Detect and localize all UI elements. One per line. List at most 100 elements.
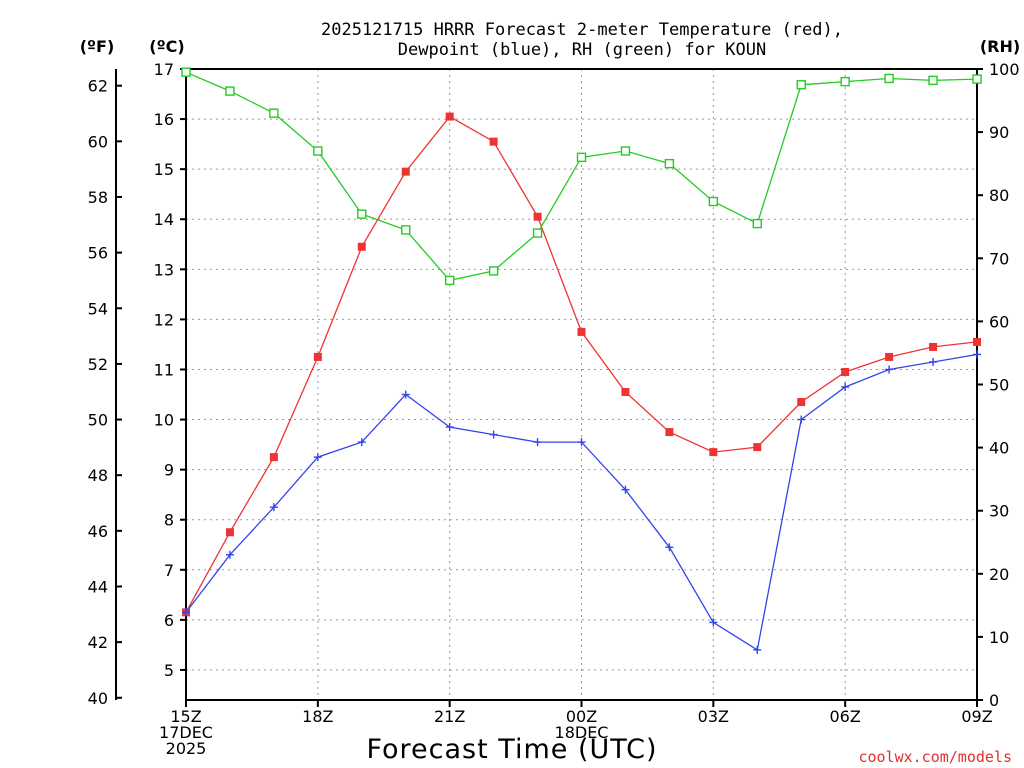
grid-lines xyxy=(186,68,977,700)
fahrenheit-tick-label: 48 xyxy=(88,466,108,485)
temperature-point xyxy=(533,212,542,221)
chart-title-line-1: 2025121715 HRRR Forecast 2-meter Tempera… xyxy=(321,20,843,40)
x-tick-label: 18Z xyxy=(302,707,333,726)
temperature-point xyxy=(269,453,278,462)
rh-point xyxy=(357,209,367,219)
rh-tick-label: 80 xyxy=(989,186,1009,205)
fahrenheit-tick-label: 42 xyxy=(88,633,108,652)
temperature-point xyxy=(665,428,674,437)
rh-tick-label: 0 xyxy=(989,691,999,710)
dewpoint-point xyxy=(401,390,410,399)
rh-tick-label: 30 xyxy=(989,502,1009,521)
rh-tick-label: 60 xyxy=(989,312,1009,331)
rh-point xyxy=(884,73,894,84)
celsius-tick-label: 12 xyxy=(154,310,174,329)
celsius-tick-label: 6 xyxy=(164,611,174,630)
rh-point xyxy=(620,146,631,156)
dewpoint-point xyxy=(269,503,278,512)
fahrenheit-tick-label: 52 xyxy=(88,355,108,374)
celsius-axis-label: (ºC) xyxy=(149,37,184,56)
dewpoint-point xyxy=(225,550,234,559)
dewpoint-point xyxy=(973,350,981,359)
rh-point xyxy=(444,275,455,286)
temperature-point xyxy=(797,398,806,407)
dewpoint-point xyxy=(621,485,630,494)
dewpoint-point xyxy=(709,618,718,627)
fahrenheit-tick-label: 50 xyxy=(88,411,108,430)
fahrenheit-tick-label: 54 xyxy=(88,299,108,318)
celsius-tick-label: 8 xyxy=(164,511,174,530)
x-tick-label: 00Z xyxy=(566,707,597,726)
rh-point xyxy=(269,108,279,118)
celsius-tick-label: 16 xyxy=(154,110,174,129)
rh-point xyxy=(401,225,411,235)
rh-tick-label: 50 xyxy=(989,376,1009,395)
temperature-point xyxy=(621,388,630,397)
celsius-tick-label: 14 xyxy=(154,210,174,229)
x-tick-label: 06Z xyxy=(830,707,861,726)
fahrenheit-tick-label: 56 xyxy=(88,244,108,263)
celsius-tick-label: 13 xyxy=(154,260,174,279)
rh-point xyxy=(313,146,323,156)
celsius-tick-label: 5 xyxy=(164,661,174,680)
x-tick-label: 15Z xyxy=(170,707,201,726)
rh-tick-label: 70 xyxy=(989,249,1009,268)
data-series xyxy=(181,67,982,654)
dewpoint-point xyxy=(885,365,894,374)
temperature-point xyxy=(577,327,586,336)
rh-point xyxy=(488,266,499,276)
temperature-point xyxy=(313,352,322,361)
rh-point xyxy=(840,76,850,87)
x-tick-label: 18DEC xyxy=(555,723,609,742)
x-axis-title: Forecast Time (UTC) xyxy=(366,734,657,765)
celsius-tick-label: 10 xyxy=(154,411,174,430)
dewpoint-point xyxy=(797,415,806,424)
dewpoint-point xyxy=(445,423,454,432)
rh-tick-label: 40 xyxy=(989,439,1009,458)
rh-point xyxy=(708,196,719,207)
x-tick-label: 21Z xyxy=(434,707,465,726)
dewpoint-point xyxy=(182,608,190,617)
dewpoint-point xyxy=(665,543,674,552)
fahrenheit-tick-label: 60 xyxy=(88,132,108,151)
celsius-tick-label: 11 xyxy=(154,360,174,379)
dewpoint-point xyxy=(489,430,498,439)
temperature-point xyxy=(885,352,894,361)
dewpoint-point xyxy=(929,357,938,366)
chart-title-line-2: Dewpoint (blue), RH (green) for KOUN xyxy=(398,40,766,60)
dewpoint-point xyxy=(577,438,586,447)
x-tick-label: 09Z xyxy=(961,707,992,726)
temperature-point xyxy=(709,448,718,457)
x-tick-label: 17DEC xyxy=(159,723,213,742)
celsius-tick-label: 17 xyxy=(154,60,174,79)
fahrenheit-tick-label: 62 xyxy=(88,77,108,96)
rh-tick-label: 100 xyxy=(989,60,1020,79)
fahrenheit-tick-label: 58 xyxy=(88,188,108,207)
dewpoint-point xyxy=(357,438,366,447)
dewpoint-point xyxy=(533,438,542,447)
celsius-tick-label: 9 xyxy=(164,461,174,480)
celsius-tick-label: 7 xyxy=(164,561,174,580)
temperature-point xyxy=(401,167,410,176)
fahrenheit-tick-label: 46 xyxy=(88,522,108,541)
temperature-point xyxy=(225,528,234,537)
rh-axis-label: (RH) xyxy=(980,37,1020,56)
rh-point xyxy=(664,158,675,169)
temperature-point xyxy=(357,242,366,251)
fahrenheit-tick-label: 44 xyxy=(88,577,108,596)
rh-point xyxy=(752,218,762,229)
fahrenheit-tick-label: 40 xyxy=(88,689,108,708)
rh-tick-label: 20 xyxy=(989,565,1009,584)
rh-point xyxy=(532,228,543,238)
x-tick-label: 03Z xyxy=(698,707,729,726)
temperature-point xyxy=(489,137,498,146)
dewpoint-point xyxy=(313,453,322,462)
temperature-point xyxy=(753,443,762,452)
rh-point xyxy=(796,80,806,90)
dewpoint-point xyxy=(841,383,850,392)
rh-point xyxy=(972,74,982,84)
temperature-point xyxy=(841,367,850,376)
rh-point xyxy=(225,86,235,96)
celsius-tick-label: 15 xyxy=(154,160,174,179)
